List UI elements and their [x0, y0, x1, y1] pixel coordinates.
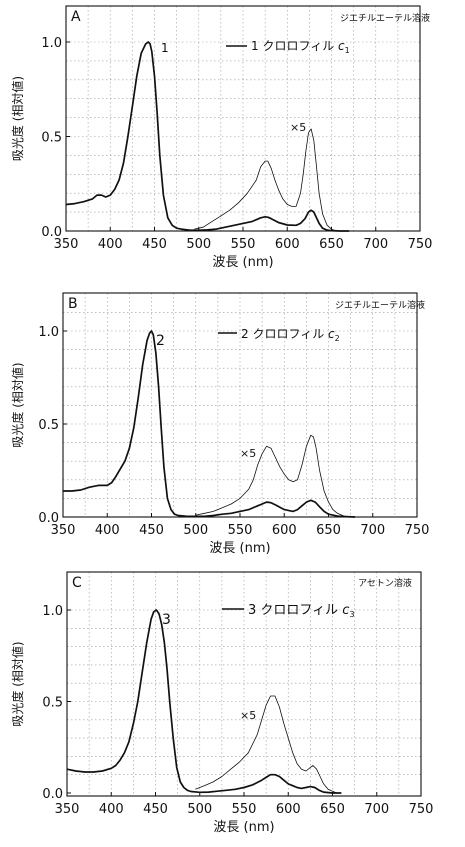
panel-letter: A: [71, 9, 81, 25]
solvent-label: ジエチルエーテル溶液: [340, 12, 430, 24]
y-tick-label: 1.0: [42, 604, 63, 619]
y-tick-label: 0.5: [38, 418, 59, 433]
peak-label: 1: [161, 41, 169, 55]
y-axis-label: 吸光度 (相対値): [10, 76, 25, 161]
spectrum-curve-main: [66, 609, 342, 794]
spectrum-curve-x5: [194, 128, 337, 232]
x-tick-label: 750: [405, 523, 430, 538]
panel-a: 350 400 450 500 550 600 650 700 750 0.0 0.5 1.0 波長 (…: [10, 5, 433, 270]
x-axis-label: 波長 (nm): [213, 820, 274, 835]
peak-label: 3: [162, 612, 171, 628]
y-tick-label: 1.0: [38, 325, 59, 340]
x-tick-label: 650: [320, 802, 345, 817]
spectrum-curve-main: [65, 41, 350, 232]
solvent-label: アセトン溶液: [358, 577, 412, 589]
x-tick-label: 450: [142, 237, 167, 252]
legend-entry: 3 クロロフィル c3: [248, 603, 355, 619]
y-tick-label: 0.5: [42, 696, 63, 711]
x-axis-label: 波長 (nm): [212, 255, 273, 270]
scale-factor-label: ×5: [240, 447, 256, 460]
y-tick-label: 0.0: [41, 225, 62, 240]
x-tick-label: 350: [55, 802, 80, 817]
legend-symbol: c: [342, 603, 349, 618]
x-axis-label: 波長 (nm): [209, 541, 270, 556]
x-tick-label: 600: [276, 802, 301, 817]
y-axis-label: 吸光度 (相対値): [10, 641, 25, 726]
x-tick-label: 700: [360, 523, 385, 538]
x-tick-label: 750: [409, 802, 434, 817]
panel-letter: C: [72, 575, 82, 591]
legend-subscript: 2: [335, 334, 340, 343]
legend-subscript: 1: [345, 46, 350, 55]
legend-entry: 2 クロロフィル c2: [241, 327, 340, 343]
x-tick-label: 400: [98, 237, 123, 252]
legend-symbol: c: [338, 39, 345, 53]
legend-text: クロロフィル: [252, 327, 328, 341]
y-axis-label: 吸光度 (相対値): [10, 362, 25, 447]
x-tick-label: 600: [272, 523, 297, 538]
legend-entry: 1 クロロフィル c1: [251, 39, 350, 55]
peak-label: 2: [156, 333, 165, 349]
x-tick-label: 450: [143, 802, 168, 817]
panel-letter: B: [68, 296, 78, 312]
scale-factor-label: ×5: [290, 121, 306, 134]
spectrum-curve-x5: [195, 695, 338, 794]
x-tick-label: 700: [364, 802, 389, 817]
y-tick-label: 0.0: [42, 787, 63, 802]
legend-symbol: c: [328, 327, 335, 341]
x-tick-label: 750: [408, 237, 433, 252]
y-tick-label: 0.5: [41, 131, 62, 146]
x-tick-label: 350: [54, 237, 79, 252]
legend-subscript: 3: [349, 610, 354, 619]
x-tick-label: 650: [319, 237, 344, 252]
x-tick-label: 500: [183, 523, 208, 538]
x-tick-label: 700: [363, 237, 388, 252]
x-tick-label: 500: [187, 802, 212, 817]
x-tick-label: 350: [51, 523, 76, 538]
legend-number: 3: [248, 603, 260, 618]
x-tick-label: 500: [186, 237, 211, 252]
x-tick-label: 450: [139, 523, 164, 538]
x-tick-label: 650: [316, 523, 341, 538]
legend-number: 2: [241, 327, 252, 341]
y-tick-label: 1.0: [41, 36, 62, 51]
y-tick-label: 0.0: [38, 511, 59, 526]
x-tick-label: 400: [95, 523, 120, 538]
x-tick-label: 550: [228, 523, 253, 538]
spectrum-curve-x5: [195, 434, 347, 518]
x-tick-label: 400: [99, 802, 124, 817]
solvent-label: ジエチルエーテル溶液: [335, 299, 425, 311]
spectrum-curve-main: [63, 330, 356, 518]
legend-number: 1: [251, 39, 262, 53]
legend-text: クロロフィル: [260, 603, 342, 618]
scale-factor-label: ×5: [240, 709, 256, 722]
x-tick-label: 550: [231, 237, 256, 252]
x-tick-label: 550: [232, 802, 257, 817]
legend-text: クロロフィル: [262, 39, 338, 53]
panel-b: 350 400 450 500 550 600 650 700 750 0.0 0.5 1.0 波長 (…: [10, 292, 430, 556]
x-tick-label: 600: [275, 237, 300, 252]
panel-c: 350 400 450 500 550 600 650 700 750 0.0 0.5 1.0 波長 (…: [10, 571, 434, 835]
